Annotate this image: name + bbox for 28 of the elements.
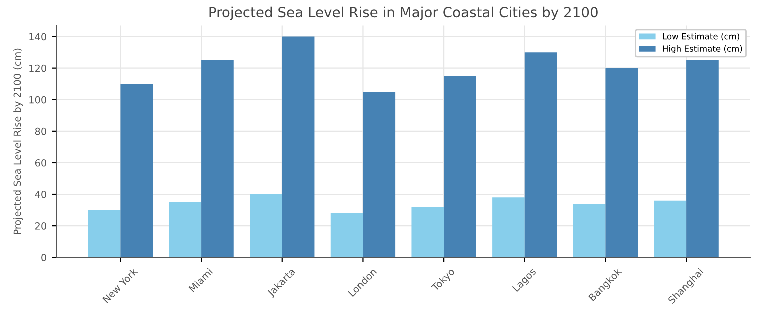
- legend-label: High Estimate (cm): [663, 45, 742, 54]
- bar: [492, 198, 525, 258]
- bar: [169, 202, 202, 258]
- chart-title: Projected Sea Level Rise in Major Coastal Cities by 2100: [210, 6, 598, 20]
- y-axis-title: Projected Sea Level Rise by 2100 (cm): [14, 48, 24, 234]
- y-tick-label: 120: [30, 64, 46, 72]
- bar: [444, 76, 476, 258]
- bar: [88, 210, 121, 258]
- y-tick-label: 140: [30, 33, 46, 41]
- bar: [363, 92, 396, 258]
- y-tick-label: 80: [35, 128, 46, 136]
- bar: [654, 200, 687, 258]
- y-tick-label: 40: [35, 190, 46, 198]
- bar: [202, 60, 234, 258]
- bar: [524, 52, 558, 258]
- y-tick-label: 60: [35, 159, 46, 167]
- bar: [606, 68, 638, 258]
- bar: [120, 84, 154, 258]
- bar: [686, 60, 719, 258]
- y-tick-label: 20: [35, 222, 46, 230]
- legend-label: Low Estimate (cm): [663, 33, 740, 41]
- y-tick-label: 0: [42, 254, 46, 262]
- y-tick-label: 100: [30, 96, 46, 104]
- bar: [412, 207, 444, 258]
- bar: [330, 213, 364, 258]
- bar: [282, 36, 315, 258]
- bar: [573, 204, 606, 258]
- bar: [250, 194, 282, 258]
